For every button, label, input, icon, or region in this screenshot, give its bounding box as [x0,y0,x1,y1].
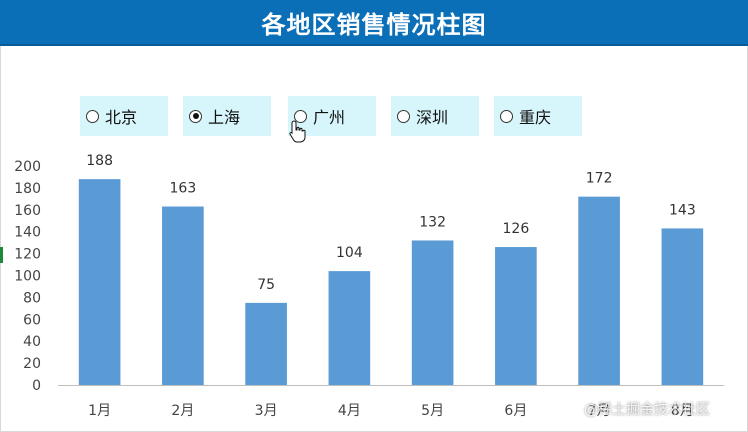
radio-shanghai[interactable]: 上海 [183,96,271,136]
radio-circle-icon [294,109,307,123]
radio-circle-icon [86,109,99,123]
radio-chongqing[interactable]: 重庆 [494,96,582,136]
left-edge-marker [0,247,3,263]
radio-label: 北京 [105,108,138,127]
radio-circle-icon [500,109,513,123]
title-bar: 各地区销售情况柱图 [0,0,748,46]
radio-label: 深圳 [416,108,449,127]
radio-label: 上海 [208,108,241,127]
hand-cursor-icon [289,120,306,143]
radio-label: 广州 [313,108,346,127]
radio-shenzhen[interactable]: 深圳 [391,96,479,136]
radio-label: 重庆 [519,108,552,127]
chart-title: 各地区销售情况柱图 [261,10,487,39]
region-selector: 北京 上海 广州 深圳 重庆 [0,0,748,140]
radio-circle-icon [397,109,410,123]
watermark: @稀土掘金技术社区 [584,402,710,418]
radio-guangzhou[interactable]: 广州 [288,96,376,136]
radio-checked-icon [189,109,202,123]
radio-beijing[interactable]: 北京 [80,96,168,136]
